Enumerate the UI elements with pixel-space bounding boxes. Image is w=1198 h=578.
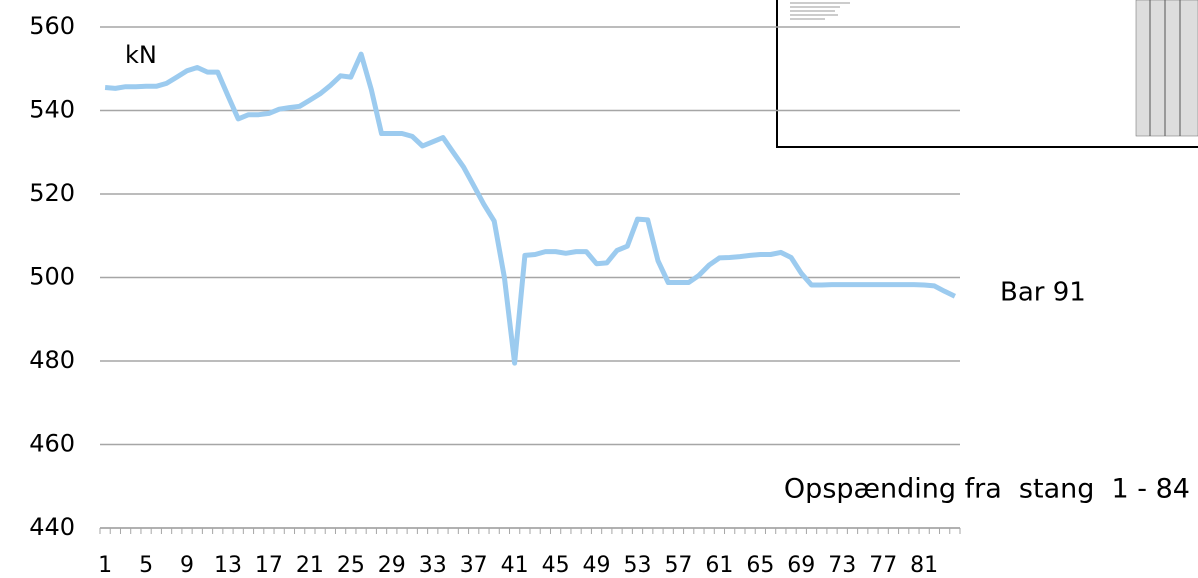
y-tick-label: 440	[29, 513, 75, 541]
x-tick-label: 65	[746, 553, 774, 578]
y-tick-label: 540	[29, 96, 75, 124]
y-tick-label: 560	[29, 12, 75, 40]
x-tick-label: 13	[214, 553, 242, 578]
annotation: Opspænding fra stang 1 - 84	[784, 474, 1190, 505]
chart: kN Opspænding fra stang 1 - 84 440 460 480…	[0, 0, 1198, 578]
x-tick-label: 25	[337, 553, 365, 578]
x-tick-label: 29	[378, 553, 406, 578]
x-tick-label: 77	[869, 553, 897, 578]
x-tick-label: 57	[664, 553, 692, 578]
x-tick-label: 9	[180, 553, 194, 578]
y-tick-label: 520	[29, 179, 75, 207]
x-tick-label: 33	[419, 553, 447, 578]
x-tick-label: 73	[828, 553, 856, 578]
y-tick-label: 480	[29, 346, 75, 374]
inset-frame	[777, 0, 1198, 147]
x-tick-label: 41	[501, 553, 529, 578]
x-tick-label: 45	[542, 553, 570, 578]
inset-table	[1136, 0, 1198, 136]
x-tick-label: 61	[705, 553, 733, 578]
x-tick-label: 21	[296, 553, 324, 578]
y-tick-label: 460	[29, 430, 75, 458]
unit-label: kN	[125, 41, 157, 69]
x-tick-label: 5	[139, 553, 153, 578]
x-tick-label: 17	[255, 553, 283, 578]
x-tick-label: 53	[624, 553, 652, 578]
series-label: Bar 91	[1000, 278, 1086, 308]
x-tick-label: 37	[460, 553, 488, 578]
inset-thumbnail	[777, 0, 1198, 147]
x-tick-label: 81	[910, 553, 938, 578]
x-tick-label: 49	[583, 553, 611, 578]
y-tick-label: 500	[29, 263, 75, 291]
x-tick-label: 69	[787, 553, 815, 578]
x-tick-label: 1	[98, 553, 112, 578]
